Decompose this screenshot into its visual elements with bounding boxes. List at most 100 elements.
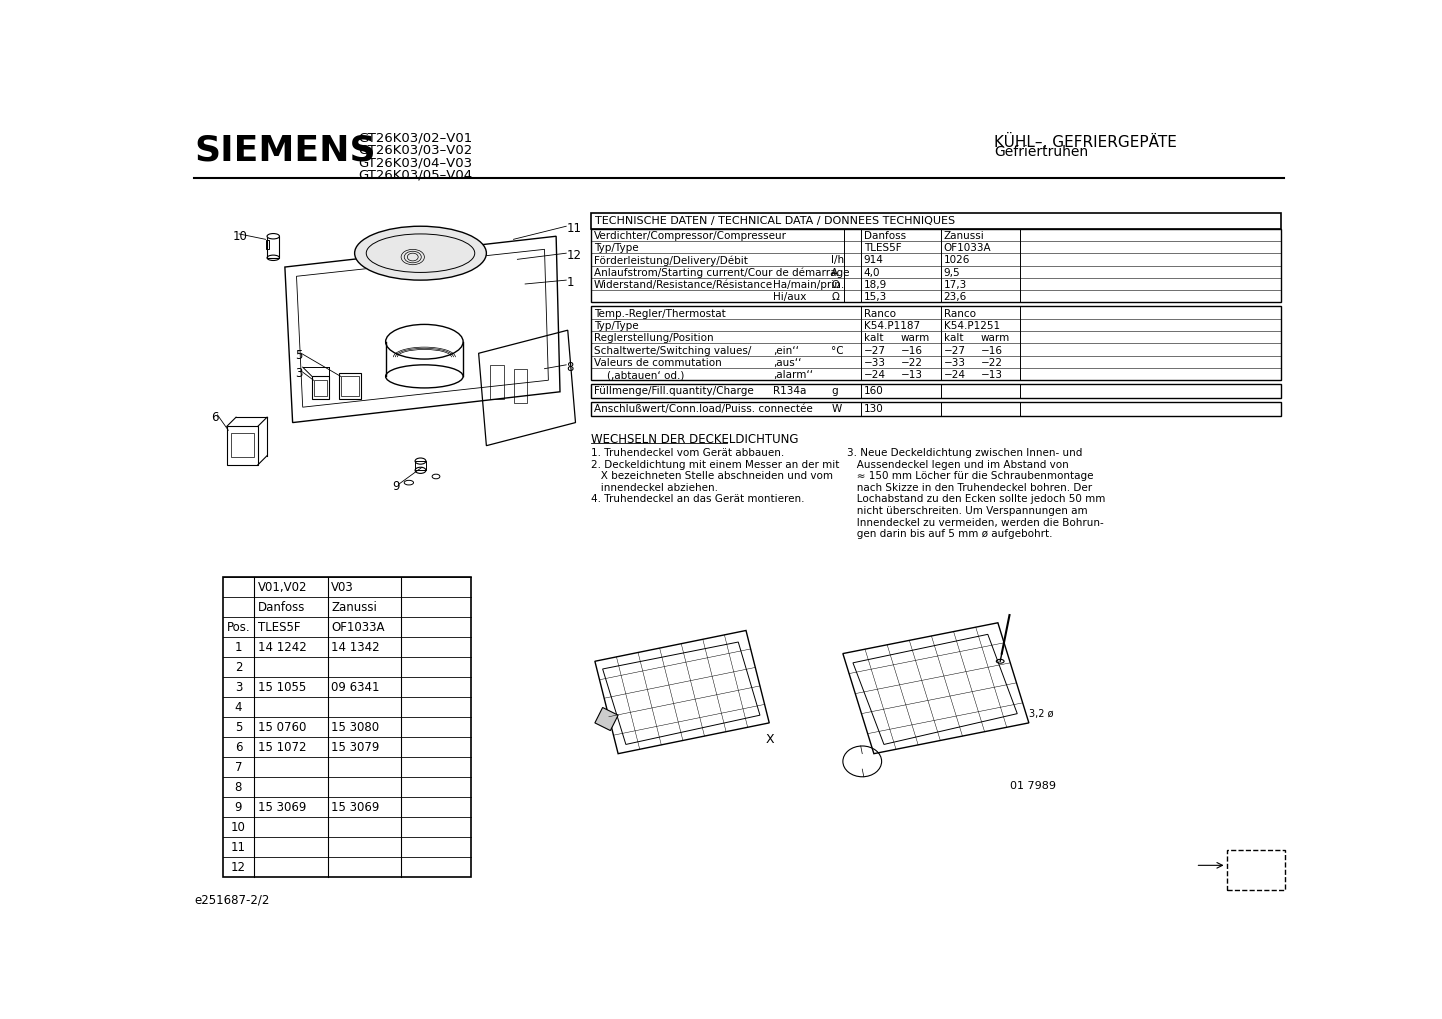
Text: 3,2 ø: 3,2 ø (1030, 709, 1053, 719)
Text: 15 3069: 15 3069 (332, 801, 379, 814)
Text: g: g (831, 386, 838, 396)
Bar (267, 236, 280, 258)
Text: TECHNISCHE DATEN / TECHNICAL DATA / DONNEES TECHNIQUES: TECHNISCHE DATEN / TECHNICAL DATA / DONN… (596, 216, 955, 226)
Ellipse shape (355, 226, 486, 280)
Text: −33: −33 (943, 358, 966, 368)
Text: 12: 12 (567, 250, 581, 262)
Text: GT26K03/04–V03: GT26K03/04–V03 (359, 156, 473, 169)
Text: −24: −24 (943, 370, 966, 380)
Text: W: W (831, 405, 842, 414)
Text: 2. Deckeldichtung mit einem Messer an der mit
   X bezeichneten Stelle abschneid: 2. Deckeldichtung mit einem Messer an de… (591, 460, 839, 493)
Text: WECHSELN DER DECKELDICHTUNG: WECHSELN DER DECKELDICHTUNG (591, 433, 799, 445)
Text: 15 1072: 15 1072 (258, 742, 306, 754)
Text: 4,0: 4,0 (864, 268, 880, 278)
Text: −27: −27 (864, 345, 885, 356)
Text: 23,6: 23,6 (943, 292, 968, 303)
Text: Ω: Ω (831, 280, 839, 290)
Text: Schaltwerte/Switching values/: Schaltwerte/Switching values/ (594, 345, 751, 356)
Text: 130: 130 (864, 405, 884, 414)
Text: 1. Truhendeckel vom Gerät abbauen.: 1. Truhendeckel vom Gerät abbauen. (591, 448, 784, 458)
Text: Pos.: Pos. (226, 622, 251, 634)
Text: 3: 3 (235, 682, 242, 694)
Text: Typ/Type: Typ/Type (594, 244, 639, 253)
Text: 15,3: 15,3 (864, 292, 887, 303)
Text: 6: 6 (235, 742, 242, 754)
Text: 15 0760: 15 0760 (258, 721, 306, 735)
Text: Förderleistung/Delivery/Débit: Förderleistung/Delivery/Débit (594, 256, 748, 266)
Bar (513, 369, 528, 404)
Text: 15 3079: 15 3079 (332, 742, 379, 754)
Text: 17,3: 17,3 (943, 280, 968, 290)
Text: 9,5: 9,5 (943, 268, 960, 278)
Text: Reglerstellung/Position: Reglerstellung/Position (594, 333, 714, 343)
Text: −27: −27 (943, 345, 966, 356)
Text: 7: 7 (235, 761, 242, 774)
Text: GT26K03/05–V04: GT26K03/05–V04 (359, 168, 473, 181)
Text: Temp.-Regler/Thermostat: Temp.-Regler/Thermostat (594, 309, 725, 319)
Text: −33: −33 (864, 358, 885, 368)
Text: 8: 8 (567, 361, 574, 374)
Text: 10: 10 (231, 821, 245, 835)
Text: Zanussi: Zanussi (943, 231, 985, 240)
Text: 1: 1 (567, 276, 574, 289)
Text: 15 3069: 15 3069 (258, 801, 306, 814)
Bar (311, 376, 329, 399)
Text: Verdichter/Compressor/Compresseur: Verdichter/Compressor/Compresseur (594, 231, 787, 240)
Text: 6: 6 (211, 411, 219, 424)
Text: Valeurs de commutation: Valeurs de commutation (594, 358, 722, 368)
Text: OF1033A: OF1033A (943, 244, 991, 253)
Bar (342, 376, 359, 395)
Text: GT26K03/03–V02: GT26K03/03–V02 (359, 144, 473, 157)
Text: warm: warm (981, 333, 1009, 343)
Text: 14 1342: 14 1342 (332, 641, 381, 654)
Text: TLES5F: TLES5F (258, 622, 300, 634)
Bar (591, 307, 1280, 380)
Text: 10: 10 (234, 230, 248, 244)
Text: X: X (766, 733, 774, 746)
Text: 1026: 1026 (943, 256, 970, 266)
Text: Ranco: Ranco (864, 309, 895, 319)
Polygon shape (596, 707, 619, 731)
Text: Typ/Type: Typ/Type (594, 321, 639, 331)
Bar (591, 401, 1280, 416)
Bar (231, 433, 254, 458)
Text: 14 1242: 14 1242 (258, 641, 307, 654)
Text: 9: 9 (392, 480, 399, 493)
Text: Zanussi: Zanussi (332, 601, 378, 614)
Text: 914: 914 (864, 256, 884, 266)
Ellipse shape (267, 233, 280, 238)
Text: Ω: Ω (831, 292, 839, 303)
Bar (591, 228, 1280, 303)
Text: −22: −22 (981, 358, 1002, 368)
Bar (591, 213, 1280, 228)
Text: V03: V03 (332, 581, 355, 594)
Bar (415, 461, 425, 471)
Text: ‚aus‘‘: ‚aus‘‘ (773, 358, 802, 368)
Text: 12: 12 (231, 861, 247, 874)
Text: 15 3080: 15 3080 (332, 721, 379, 735)
Text: Widerstand/Resistance/Résistance: Widerstand/Resistance/Résistance (594, 280, 773, 290)
Text: GT26K03/02–V01: GT26K03/02–V01 (359, 131, 473, 145)
Text: warm: warm (901, 333, 930, 343)
Bar (314, 380, 327, 395)
Text: e251687-2/2: e251687-2/2 (195, 894, 270, 907)
Text: 11: 11 (567, 222, 581, 235)
Text: 9: 9 (235, 801, 242, 814)
Text: V01,V02: V01,V02 (258, 581, 307, 594)
Text: K54.P1187: K54.P1187 (864, 321, 920, 331)
Text: 4: 4 (235, 701, 242, 714)
Text: Füllmenge/Fill.quantity/Charge: Füllmenge/Fill.quantity/Charge (594, 386, 754, 396)
Text: 160: 160 (864, 386, 884, 396)
Text: Danfoss: Danfoss (864, 231, 906, 240)
Text: (‚abtauen‘ od.): (‚abtauen‘ od.) (594, 370, 685, 380)
Text: A: A (831, 268, 838, 278)
Text: −24: −24 (864, 370, 885, 380)
Text: 5: 5 (235, 721, 242, 735)
Text: kalt: kalt (943, 333, 963, 343)
Text: −16: −16 (981, 345, 1002, 356)
Text: 1: 1 (235, 641, 242, 654)
Text: 4. Truhendeckel an das Gerät montieren.: 4. Truhendeckel an das Gerät montieren. (591, 494, 805, 504)
Text: ‚ein‘‘: ‚ein‘‘ (773, 345, 799, 356)
Text: 8: 8 (235, 782, 242, 795)
Text: 3. Neue Deckeldichtung zwischen Innen- und
   Aussendeckel legen und im Abstand : 3. Neue Deckeldichtung zwischen Innen- u… (846, 448, 1105, 539)
